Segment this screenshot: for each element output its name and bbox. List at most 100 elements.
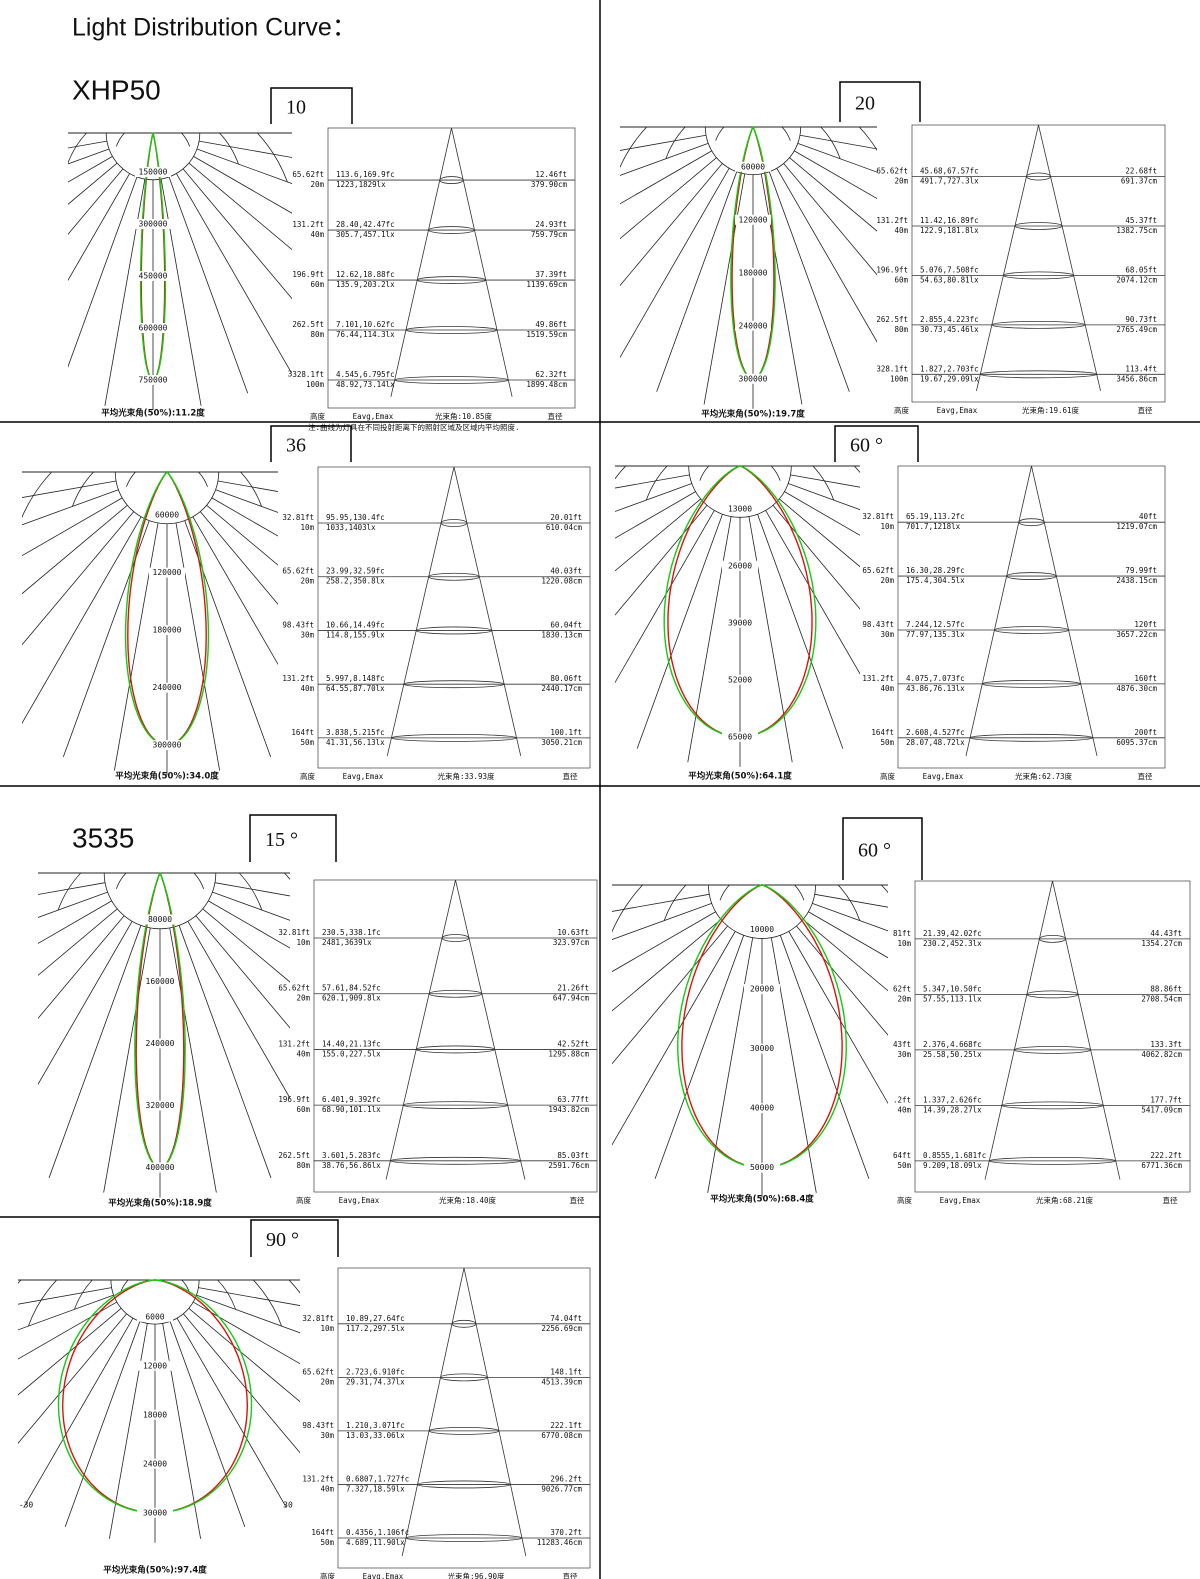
polar-spoke <box>68 168 124 235</box>
polar-spoke <box>196 148 292 185</box>
diameter-ft: 45.37ft <box>1125 216 1157 225</box>
height-m: 60m <box>894 275 908 284</box>
ring-label-bg <box>137 1409 173 1420</box>
polar-ring <box>665 127 841 159</box>
illuminance-fc: 2.608,4.527fc <box>906 728 965 737</box>
polar-spoke <box>788 931 888 1105</box>
table-footer: 直径 <box>1138 771 1154 781</box>
polar-grid <box>18 1280 300 1543</box>
polar-spoke <box>22 497 123 557</box>
illuminance-lx: 305.7,457.1lx <box>336 230 395 239</box>
ring-label-bg <box>735 161 771 172</box>
polar-ring <box>115 133 191 147</box>
table-footer: 高度 <box>894 405 909 415</box>
diameter-cm: 2765.49cm <box>1116 325 1157 334</box>
ring-label: 6000 <box>145 1312 164 1321</box>
beam-spot <box>416 276 487 284</box>
illuminance-lx: 77.97,135.3lx <box>906 630 965 639</box>
illuminance-fc: 11.42,16.89fc <box>920 216 979 225</box>
ring-label-bg <box>142 914 178 925</box>
table-footer: 高度 <box>897 1195 912 1205</box>
beam-spot <box>1013 1045 1092 1054</box>
illuminance-lx: 155.0,227.5lx <box>322 1049 381 1058</box>
beam-spot <box>451 1319 477 1328</box>
polar-spoke <box>687 516 732 763</box>
height-m: 30m <box>300 630 314 639</box>
illuminance-fc: 28.40,42.47fc <box>336 220 395 229</box>
table-note: 注:曲线为灯具在不同投射距离下的照射区域及区域内平均照度. <box>308 422 520 432</box>
height-ft: 98.43ft <box>862 620 894 629</box>
diameter-ft: 49.86ft <box>535 320 567 329</box>
ring-label-bg <box>722 560 758 571</box>
beam-cone <box>401 1267 527 1557</box>
ring-label-bg <box>137 1458 173 1469</box>
ring-label: 52000 <box>728 675 752 684</box>
height-ft: 196.9ft <box>292 270 324 279</box>
beam-tag: 20 <box>855 93 875 115</box>
beam-spot <box>405 1534 523 1542</box>
illuminance-fc: 45.68,67.57fc <box>920 167 979 176</box>
height-ft: 64ft <box>893 1151 911 1160</box>
polar-spoke <box>612 902 712 941</box>
ring-label: 240000 <box>153 683 182 692</box>
illuminance-fc: 10.66,14.49fc <box>326 620 385 629</box>
height-m: 20m <box>296 994 310 1003</box>
beam-spot <box>428 989 483 998</box>
diameter-ft: 133.3ft <box>1150 1040 1182 1049</box>
ring-label-bg <box>137 1360 173 1371</box>
polar-grid <box>615 466 860 767</box>
polar-spoke <box>168 176 249 394</box>
height-ft: 62ft <box>893 984 911 993</box>
polar-spoke <box>636 514 723 749</box>
height-ft: 32.81ft <box>278 928 310 937</box>
table-footer: 高度 <box>310 411 325 421</box>
polar-spoke <box>776 168 877 343</box>
ring-label-bg <box>744 984 780 995</box>
ring-label: 13000 <box>728 504 752 513</box>
polar-ring <box>612 885 888 933</box>
polar-spoke <box>38 882 106 895</box>
ring-label: 80000 <box>148 915 172 924</box>
height-m: 40m <box>300 684 314 693</box>
diameter-ft: 40.03ft <box>550 567 582 576</box>
illuminance-lx: 114.8,155.9lx <box>326 630 385 639</box>
illuminance-lx: 7.327,18.59lx <box>346 1484 405 1493</box>
diameter-cm: 647.94cm <box>553 994 590 1003</box>
ring-label-bg <box>722 731 758 742</box>
table-footer: 直径 <box>563 1571 578 1579</box>
polar-spoke <box>757 514 844 749</box>
illuminance-fc: 7.101,10.62fc <box>336 320 395 329</box>
ring-label-bg <box>744 1103 780 1114</box>
illuminance-lx: 48.92,73.14lx <box>336 380 395 389</box>
table-footer: Eavg,Emax <box>940 1196 981 1205</box>
illuminance-lx: 258.2,350.8lx <box>326 577 385 586</box>
beam-tag: 90 ° <box>266 1229 299 1251</box>
height-m: 10m <box>320 1324 334 1333</box>
diameter-cm: 1139.69cm <box>526 280 567 289</box>
polar-ring <box>719 885 805 901</box>
ring-label: 65000 <box>728 732 752 741</box>
illuminance-lx: 57.55,113.1lx <box>923 994 982 1003</box>
beam-spot <box>1026 990 1079 999</box>
polar-spoke <box>22 489 119 526</box>
diameter-ft: 12.46ft <box>535 170 567 179</box>
diameter-cm: 4513.39cm <box>541 1377 582 1386</box>
beam-spot <box>979 370 1098 379</box>
illuminance-fc: 1.337,2.626fc <box>923 1095 982 1104</box>
panel: 13000 26000 39000 52000 65000 平均光束角(50%):64.1… <box>615 425 1166 782</box>
polar-spoke <box>612 911 716 973</box>
beam-spot <box>428 1427 500 1435</box>
diameter-cm: 6771.36cm <box>1141 1161 1182 1170</box>
diameter-ft: 113.4ft <box>1125 364 1157 373</box>
diameter-ft: 20.01ft <box>550 513 582 522</box>
diameter-cm: 1519.59cm <box>526 330 567 339</box>
polar-spoke <box>615 491 696 539</box>
ring-label: 24000 <box>143 1459 167 1468</box>
ring-label-bg <box>735 320 771 331</box>
ring-label-bg <box>744 1162 780 1173</box>
diameter-cm: 2708.54cm <box>1141 994 1182 1003</box>
ring-label-bg <box>722 674 758 685</box>
diameter-ft: 79.99ft <box>1125 566 1157 575</box>
diameter-cm: 1943.82cm <box>548 1105 589 1114</box>
diameter-ft: 148.1ft <box>550 1367 582 1376</box>
